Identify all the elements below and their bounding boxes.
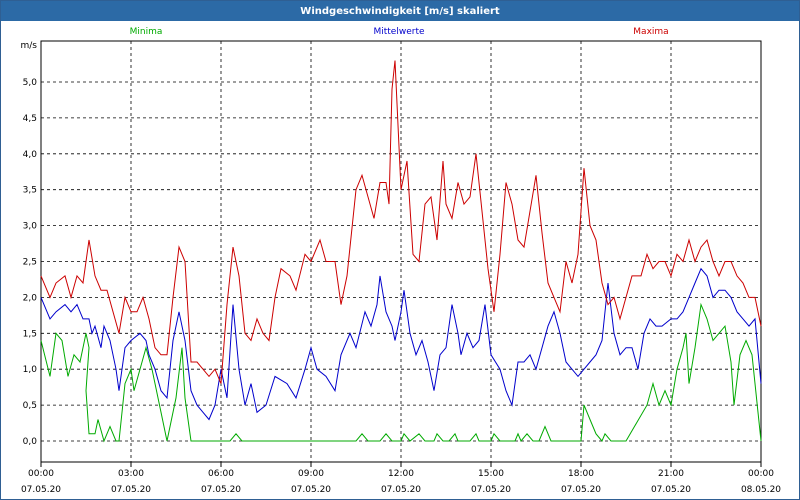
legend-mittelwerte: Mittelwerte: [373, 27, 424, 37]
y-tick-label: 0,5: [23, 401, 37, 411]
x-tick-label-time: 00:00: [748, 469, 774, 479]
y-axis-label: m/s: [21, 41, 38, 51]
y-tick-label: 4,5: [23, 114, 37, 124]
x-tick-label-date: 07.05.20: [201, 485, 241, 495]
x-tick-label-date: 07.05.20: [21, 485, 61, 495]
y-tick-label: 5,0: [23, 78, 38, 88]
y-tick-label: 2,5: [23, 258, 37, 268]
x-tick-label-date: 08.05.20: [741, 485, 781, 495]
y-tick-label: 4,0: [23, 150, 38, 160]
chart-series: [40, 60, 762, 443]
x-tick-label-date: 07.05.20: [651, 485, 691, 495]
y-tick-label: 3,5: [23, 186, 37, 196]
x-tick-label-date: 07.05.20: [561, 485, 601, 495]
legend-maxima: Maxima: [633, 27, 668, 37]
y-tick-label: 1,5: [23, 329, 37, 339]
y-tick-label: 1,0: [23, 365, 38, 375]
x-tick-label-time: 06:00: [208, 469, 234, 479]
chart-axes: 0,0 0,5 1,0 1,5 2,0 2,5 3,0 3,5 4,0 4,5 5,0 m/s 00:0…: [21, 40, 781, 495]
x-tick-label-time: 03:00: [118, 469, 144, 479]
x-tick-label-time: 09:00: [298, 469, 324, 479]
x-tick-label-time: 00:00: [28, 469, 54, 479]
series-line-maxima: [40, 60, 762, 384]
chart-grid: [40, 41, 762, 462]
y-tick-label: 3,0: [23, 222, 38, 232]
series-line-mittelwerte: [40, 267, 762, 421]
legend-minima: Minima: [130, 27, 163, 37]
y-tick-label: 0,0: [23, 437, 38, 447]
y-tick-label: 2,0: [23, 293, 38, 303]
x-tick-label-time: 21:00: [658, 469, 684, 479]
plot-area-border: [40, 40, 762, 463]
x-tick-label-time: 12:00: [388, 469, 414, 479]
x-tick-label-date: 07.05.20: [291, 485, 331, 495]
x-tick-label-date: 07.05.20: [381, 485, 421, 495]
wind-speed-chart: 0,0 0,5 1,0 1,5 2,0 2,5 3,0 3,5 4,0 4,5 5,0 m/s 00:0…: [21, 27, 782, 495]
x-tick-label-date: 07.05.20: [471, 485, 511, 495]
chart-legend: Minima Mittelwerte Maxima: [130, 27, 669, 37]
x-tick-label-date: 07.05.20: [111, 485, 151, 495]
series-line-minima: [40, 302, 762, 443]
chart-title: Windgeschwindigkeit [m/s] skaliert: [1, 1, 799, 21]
x-tick-label-time: 15:00: [478, 469, 504, 479]
x-tick-label-time: 18:00: [568, 469, 594, 479]
